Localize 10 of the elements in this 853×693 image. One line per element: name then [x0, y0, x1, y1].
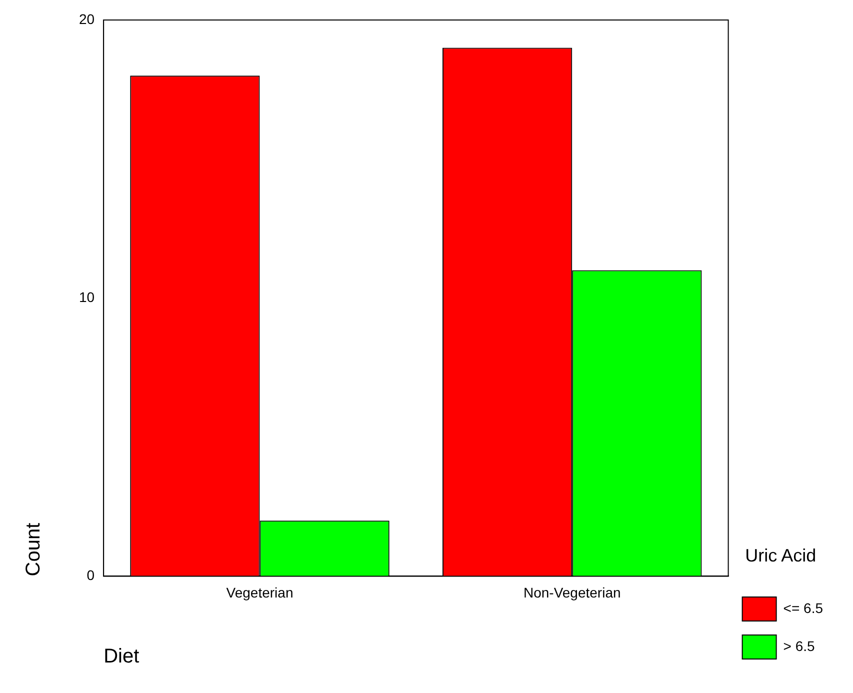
y-tick-label: 20: [78, 10, 95, 27]
legend-label: <= 6.5: [783, 600, 824, 616]
legend-label: > 6.5: [783, 638, 816, 654]
x-axis-title: Diet: [104, 646, 140, 668]
legend-title: Uric Acid: [745, 545, 816, 566]
x-tick-label: Vegeterian: [226, 584, 294, 600]
y-tick-label: 0: [86, 567, 95, 584]
x-tick-label: Non-Vegeterian: [523, 584, 621, 600]
y-tick-label: 10: [78, 288, 95, 305]
y-axis-title: Count: [22, 522, 45, 576]
